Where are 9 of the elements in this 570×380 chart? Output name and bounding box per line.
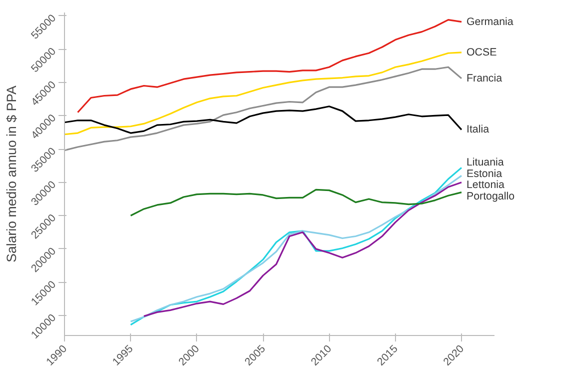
series-label: OCSE xyxy=(466,46,497,58)
series-label: Estonia xyxy=(466,168,502,180)
series-label: Lettonia xyxy=(466,179,504,192)
series-label: Germania xyxy=(466,16,514,28)
series-label: Portogallo xyxy=(466,190,515,202)
series-label: Francia xyxy=(466,72,502,84)
y-axis-title: Salario medio annuo in $ PPA xyxy=(4,85,19,262)
series-label: Italia xyxy=(466,124,490,136)
series-label: Lituania xyxy=(466,156,504,169)
